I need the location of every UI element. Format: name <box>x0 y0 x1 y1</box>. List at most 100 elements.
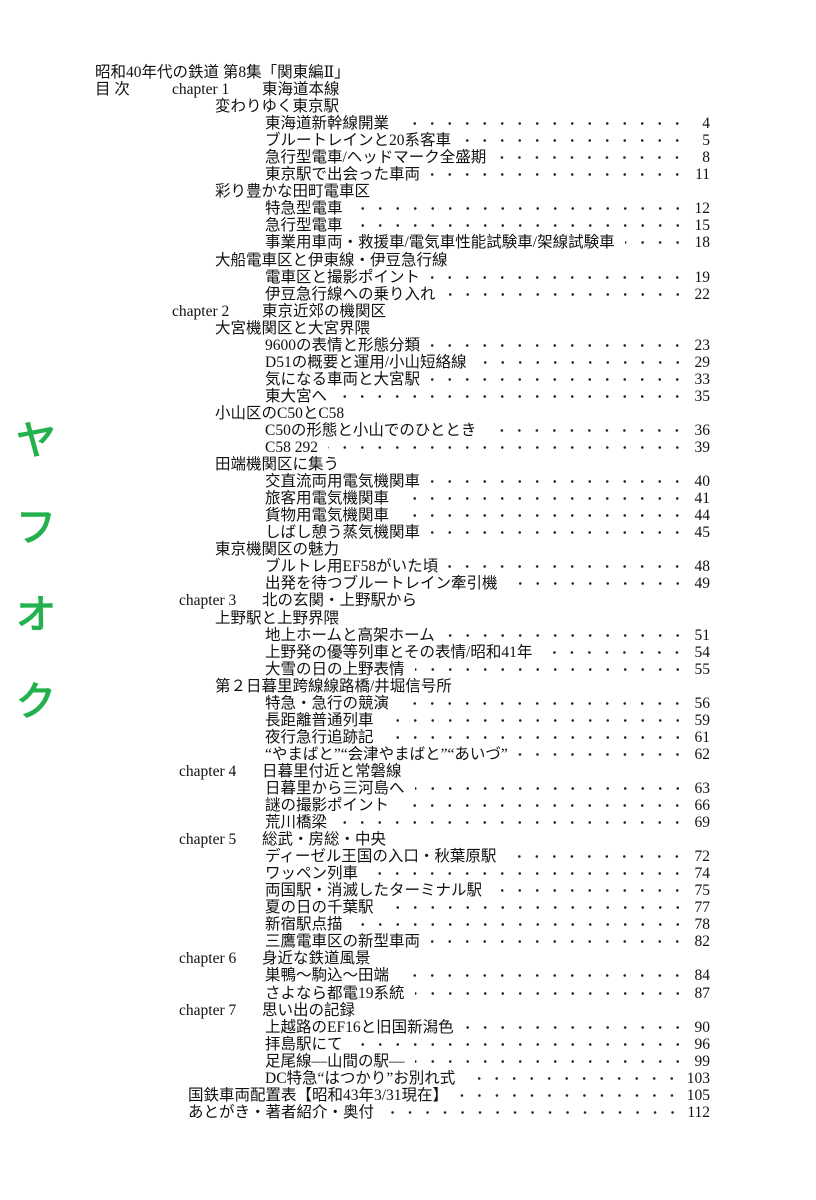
toc-entry: 謎の撮影ポイント 66 <box>265 797 711 815</box>
section-title: 上野駅と上野界隈 <box>215 609 340 627</box>
toc-item: DC特急“はつかり”お別れ式 103 <box>0 1069 816 1087</box>
page-number: 19 <box>694 268 711 286</box>
page-number: 63 <box>694 779 711 797</box>
entry-title: 長距離普通列車 <box>265 711 374 729</box>
dot-leader <box>430 336 686 354</box>
page-number: 22 <box>694 285 711 303</box>
page-number: 59 <box>694 711 711 729</box>
entry-title: ディーゼル王国の入口・秋葉原駅 <box>265 848 497 866</box>
toc-entry: 日暮里から三河島へ 63 <box>265 779 711 797</box>
toc-item: 地上ホームと高架ホーム 51 <box>0 626 816 644</box>
table-of-contents: 昭和40年代の鉄道 第8集「関東編Ⅱ」目 次 chapter 1 東海道本線 変わりゆ… <box>0 64 816 1121</box>
section-heading: 東京機関区の魅力 <box>0 541 816 558</box>
entry-title: 急行型電車 <box>265 217 343 235</box>
dot-leader <box>465 1069 681 1087</box>
appendix-item: あとがき・著者紹介・奥付 112 <box>0 1103 816 1121</box>
toc-entry: ブルトレ用EF58がいた頃 48 <box>265 558 710 576</box>
toc-entry: 長距離普通列車 59 <box>265 711 711 729</box>
toc-item: ワッペン列車 74 <box>0 865 816 883</box>
dot-leader <box>384 1103 682 1121</box>
toc-item: D51の概要と運用/小山短絡線 29 <box>0 353 816 371</box>
page-number: 51 <box>694 626 711 644</box>
toc-item: 日暮里から三河島へ 63 <box>0 779 816 797</box>
dot-leader <box>542 643 686 661</box>
entry-title: 交直流両用電気機関車 <box>265 473 421 491</box>
toc-entry: 特急型電車 12 <box>265 200 710 218</box>
dot-leader <box>399 490 686 508</box>
contents-label: 目 次 <box>95 81 130 99</box>
toc-entry: 国鉄車両配置表【昭和43年3/31現在】 105 <box>188 1086 710 1104</box>
entry-title: 伊豆急行線への乗り入れ <box>265 285 436 303</box>
chapter-label: chapter 4 <box>179 762 237 780</box>
dot-leader <box>352 916 686 934</box>
toc-item: 長距離普通列車 59 <box>0 711 816 729</box>
page-number: 15 <box>694 217 711 235</box>
dot-leader <box>383 728 686 746</box>
page-number: 41 <box>694 490 711 508</box>
toc-item: 急行型電車 15 <box>0 217 816 235</box>
section-title: 大宮機関区と大宮界隈 <box>215 319 371 337</box>
dot-leader <box>352 217 686 235</box>
toc-item: 急行型電車/ヘッドマーク全盛期 8 <box>0 149 816 167</box>
dot-leader <box>430 268 686 286</box>
dot-leader <box>414 1052 686 1070</box>
dot-leader <box>399 967 686 985</box>
toc-item: 足尾線―山間の駅― 99 <box>0 1052 816 1070</box>
dot-leader <box>430 166 686 184</box>
section-title: 彩り豊かな田町電車区 <box>215 183 371 201</box>
page-number: 72 <box>694 848 711 866</box>
dot-leader <box>496 149 686 167</box>
toc-entry: 夜行急行追跡記 61 <box>265 728 710 746</box>
page-number: 105 <box>686 1086 710 1104</box>
toc-entry: 夏の日の千葉駅 77 <box>265 899 711 917</box>
page-number: 90 <box>694 1018 711 1036</box>
toc-entry: C58 292 39 <box>265 439 711 457</box>
entry-title: 両国駅・消滅したターミナル駅 <box>265 882 483 900</box>
toc-item: “やまばと”“会津やまばと”“あいづ” 62 <box>0 745 816 763</box>
toc-item: 両国駅・消滅したターミナル駅 75 <box>0 882 816 900</box>
page-number: 96 <box>694 1035 711 1053</box>
page-number: 69 <box>694 814 711 832</box>
toc-entry: 新宿駅点描 78 <box>265 916 710 934</box>
toc-item: 巣鴨〜駒込〜田端 84 <box>0 967 816 985</box>
toc-item: 貨物用電気機関車 44 <box>0 507 816 525</box>
page-number: 77 <box>694 899 711 917</box>
page-number: 45 <box>694 524 711 542</box>
dot-leader <box>383 899 686 917</box>
section-heading: 大宮機関区と大宮界隈 <box>0 320 816 337</box>
page-number: 39 <box>694 439 711 457</box>
entry-title: 9600の表情と形態分類 <box>265 336 421 354</box>
entry-title: 特急・急行の競演 <box>265 694 390 712</box>
watermark: ヤフオク <box>14 398 58 746</box>
chapter-heading: chapter 5 総武・房総・中央 <box>0 831 816 848</box>
entry-title: ブルトレ用EF58がいた頃 <box>265 558 439 576</box>
section-heading: 変わりゆく東京駅 <box>0 98 816 115</box>
section-title: 第２日暮里跨線線路橋/井堀信号所 <box>215 677 452 695</box>
toc-item: C50の形態と小山でのひととき 36 <box>0 421 816 439</box>
dot-leader <box>399 115 686 133</box>
entry-title: “やまばと”“会津やまばと”“あいづ” <box>265 745 508 763</box>
page-number: 66 <box>694 797 711 815</box>
dot-leader <box>352 1035 686 1053</box>
dot-leader <box>517 745 686 763</box>
toc-entry: 東京駅で出会った車両 11 <box>265 166 710 184</box>
dot-leader <box>399 507 686 525</box>
page-number: 35 <box>694 387 711 405</box>
page-number: 18 <box>694 234 711 252</box>
page-number: 36 <box>694 421 711 439</box>
toc-item: 夜行急行追跡記 61 <box>0 728 816 746</box>
page-number: 54 <box>694 643 711 661</box>
toc-item: 旅客用電気機関車 41 <box>0 490 816 508</box>
dot-leader <box>486 421 686 439</box>
dot-leader <box>461 132 686 150</box>
toc-entry: D51の概要と運用/小山短絡線 29 <box>265 353 710 371</box>
chapter-label: chapter 5 <box>179 831 237 849</box>
toc-entry: 事業用車両・救援車/電気車性能試験車/架線試験車 18 <box>265 234 711 252</box>
toc-entry: 急行型電車 15 <box>265 217 711 235</box>
toc-entry: 旅客用電気機関車 41 <box>265 490 711 508</box>
chapter-heading: chapter 7 思い出の記録 <box>0 1002 816 1019</box>
page-number: 56 <box>694 694 711 712</box>
entry-title: 上越路のEF16と旧国新潟色 <box>265 1018 454 1036</box>
entry-title: 新宿駅点描 <box>265 916 343 934</box>
appendix-item: 国鉄車両配置表【昭和43年3/31現在】 105 <box>0 1086 816 1104</box>
